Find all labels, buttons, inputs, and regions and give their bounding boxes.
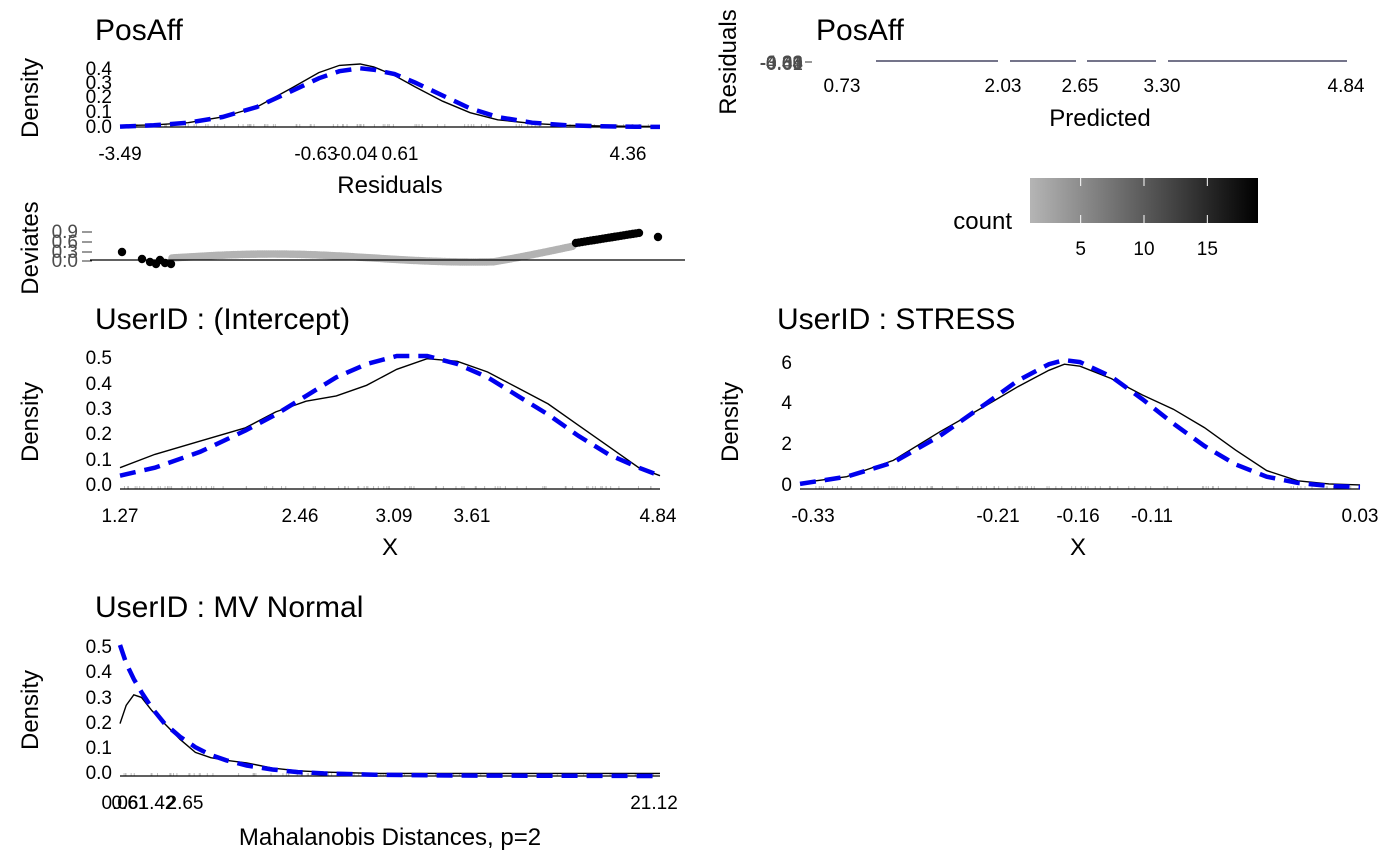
y-tick-label: 0.4	[86, 662, 113, 683]
panel-posaff-density: PosAff Density Residuals 0.00.10.20.30.4…	[17, 14, 661, 199]
legend-tick-label: 5	[1075, 239, 1086, 260]
y-tick-label: 0.5	[86, 637, 112, 658]
y-tick-label: 0.1	[86, 738, 112, 759]
normal-reference-line	[117, 644, 661, 779]
x-tick-label: 4.36	[610, 144, 647, 165]
x-tick-label: -0.11	[1131, 506, 1173, 527]
x-tick-label: 4.84	[1328, 76, 1365, 97]
normal-reference-line	[119, 353, 661, 478]
panel-stress-title: UserID : STRESS	[777, 303, 1015, 336]
x-tick-label: 2.65	[1062, 76, 1099, 97]
y-tick-label: 0.4	[86, 374, 113, 395]
y-tick-label: 6	[781, 353, 792, 374]
x-tick-label: 0.61	[112, 793, 149, 814]
x-tick-label: 2.65	[167, 793, 204, 814]
y-tick-label: 0.2	[86, 87, 112, 108]
y-tick-label: 0.1	[86, 450, 112, 471]
deviate-outlier	[634, 228, 644, 238]
panel-intercept-xlabel: X	[382, 534, 398, 561]
x-tick-label: 3.30	[1144, 76, 1181, 97]
y-tick-label: -0.63	[760, 53, 803, 74]
panel-intercept-title: UserID : (Intercept)	[95, 303, 350, 336]
panel-posaff-density-xlabel: Residuals	[337, 172, 442, 199]
panel-mv-normal-title: UserID : MV Normal	[95, 591, 363, 624]
y-tick-label: 0.1	[86, 102, 112, 123]
x-tick-label: 0.06	[102, 793, 139, 814]
panel-posaff-residual-vs-predicted: PosAff Residuals Predicted -0.63-0.040.6…	[715, 9, 1365, 260]
panel-stress-density: UserID : STRESS Density X 0 2 4 6 -0.33 -0.2…	[717, 303, 1378, 561]
panel-posaff-deviates: Deviates 0.00.30.60.9	[17, 201, 685, 295]
y-tick-label: 2	[781, 434, 792, 455]
y-tick-label: 0.6	[52, 232, 78, 253]
panel-residual-predicted-title: PosAff	[816, 14, 904, 47]
panel-intercept-density: UserID : (Intercept) Density X 0.0 0.1 0.2…	[17, 303, 677, 561]
x-tick-label: -0.04	[334, 144, 378, 165]
panel-posaff-density-title: PosAff	[95, 14, 183, 47]
y-tick-label: 0.4	[86, 59, 113, 80]
y-tick-label: 0.3	[86, 399, 112, 420]
x-tick-label: -0.16	[1056, 506, 1099, 527]
x-tick-label: -3.49	[98, 144, 141, 165]
x-tick-label: 3.61	[454, 506, 491, 527]
y-tick-label: 0.61	[766, 54, 803, 75]
deviate-outlier	[653, 232, 663, 242]
y-tick-label: -0.04	[760, 54, 804, 75]
x-tick-label: 1.27	[102, 506, 139, 527]
y-tick-label: 4	[781, 393, 792, 414]
y-tick-label: 0.3	[86, 73, 112, 94]
x-tick-label: 3.09	[376, 506, 413, 527]
y-tick-label: 0.0	[86, 475, 112, 496]
x-tick-label: 2.46	[282, 506, 319, 527]
empirical-density-line	[799, 363, 1361, 486]
panel-intercept-ylabel: Density	[17, 382, 44, 462]
y-tick-label: 0.3	[86, 688, 112, 709]
panel-mv-normal-density: UserID : MV Normal Density Mahalanobis D…	[17, 591, 678, 851]
legend-tick-label: 10	[1133, 239, 1154, 260]
empirical-density-line	[119, 357, 661, 477]
x-tick-label: 21.12	[630, 793, 678, 814]
y-tick-label: 0.2	[86, 424, 112, 445]
normal-reference-line	[119, 66, 661, 130]
y-tick-label: 0.0	[52, 251, 78, 272]
x-tick-label: 0.03	[1342, 506, 1379, 527]
panel-residual-predicted-ylabel: Residuals	[715, 9, 742, 114]
deviate-outlier	[166, 259, 176, 269]
y-tick-label: 0.5	[86, 348, 112, 369]
y-tick-label: 0.3	[52, 242, 78, 263]
x-tick-label: -0.21	[976, 506, 1019, 527]
x-tick-label: -0.33	[791, 506, 834, 527]
deviate-outlier	[117, 247, 127, 257]
panel-mv-normal-xlabel: Mahalanobis Distances, p=2	[239, 824, 541, 851]
y-tick-label: -3.49	[760, 54, 803, 75]
x-tick-label: 0.61	[382, 144, 419, 165]
x-tick-label: 0.73	[824, 76, 861, 97]
count-legend: count 5 10 15	[953, 178, 1258, 260]
panel-stress-ylabel: Density	[717, 382, 744, 462]
panel-posaff-density-ylabel: Density	[17, 58, 44, 138]
y-tick-label: 0	[781, 475, 792, 496]
y-tick-label: 0.0	[86, 117, 112, 138]
panel-residual-predicted-xlabel: Predicted	[1049, 105, 1150, 132]
x-tick-label: -0.63	[294, 144, 337, 165]
count-legend-title: count	[953, 208, 1012, 235]
panel-mv-normal-ylabel: Density	[17, 670, 44, 750]
legend-tick-label: 15	[1197, 239, 1218, 260]
y-tick-label: 0.0	[86, 763, 112, 784]
x-tick-label: 4.84	[640, 506, 677, 527]
panel-deviates-ylabel: Deviates	[17, 201, 44, 294]
y-tick-label: 0.2	[86, 713, 112, 734]
x-tick-label: 1.42	[139, 793, 176, 814]
panel-stress-xlabel: X	[1070, 534, 1086, 561]
normal-reference-line	[799, 357, 1361, 490]
deviate-outlier	[137, 254, 147, 264]
x-tick-label: 2.03	[985, 76, 1022, 97]
y-tick-label: 0.9	[52, 222, 78, 243]
y-tick-label: 4.36	[766, 53, 803, 74]
